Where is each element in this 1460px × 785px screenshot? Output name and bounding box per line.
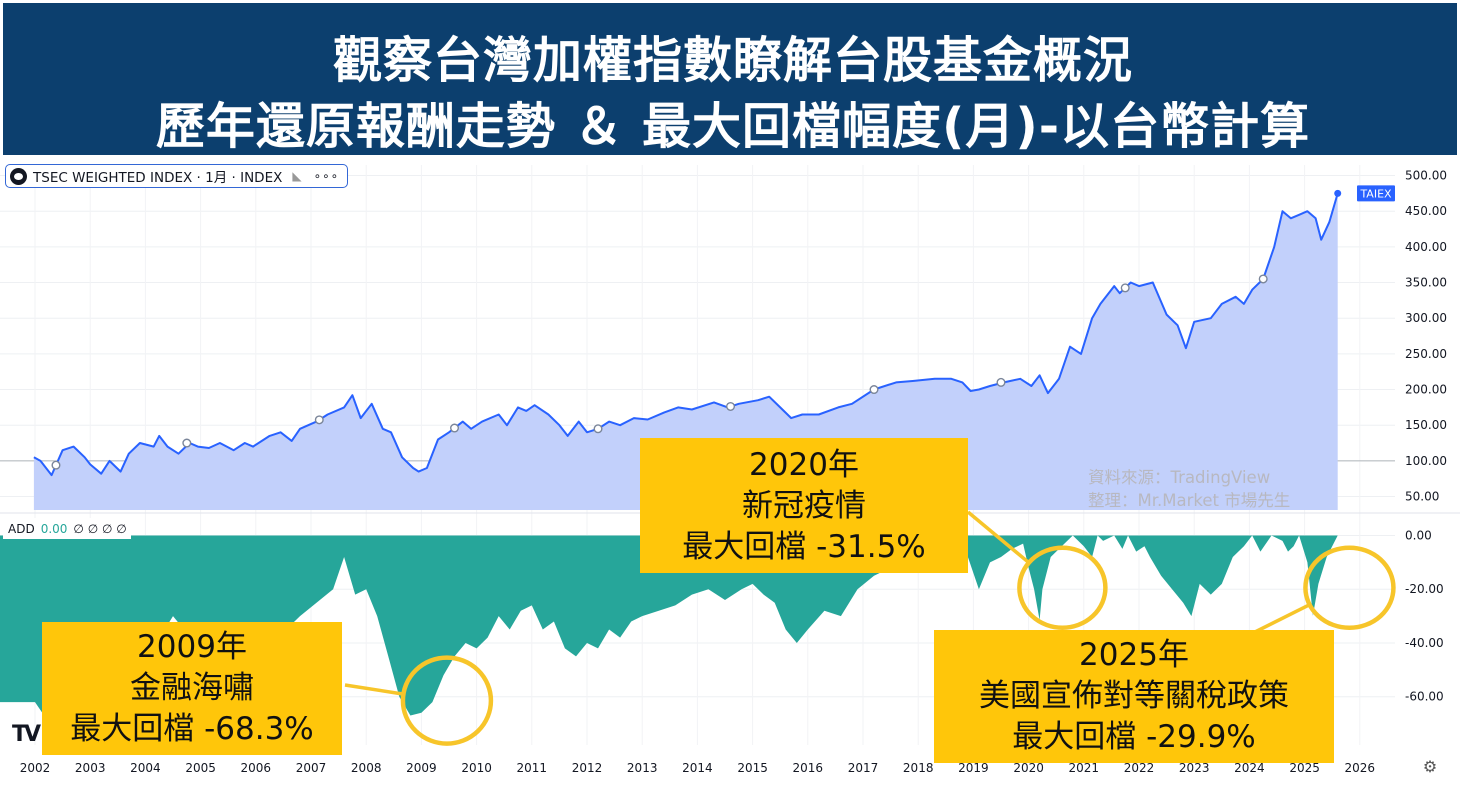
price-line (33, 193, 1339, 477)
x-tick-label: 2020 (1013, 761, 1044, 775)
x-tick-label: 2015 (737, 761, 768, 775)
y-tick-label: -40.00 (1405, 636, 1444, 650)
y-tick-label: 50.00 (1405, 490, 1439, 504)
x-tick-label: 2016 (793, 761, 824, 775)
x-tick-label: 2019 (958, 761, 989, 775)
callout-2009: 2009年 金融海嘯 最大回檔 -68.3% (42, 622, 342, 755)
ring-2009-connector (344, 683, 404, 696)
price-tag-box (1357, 185, 1395, 202)
x-tick-label: 2018 (903, 761, 934, 775)
source-watermark: 資料來源：TradingView 整理：Mr.Market 市場先生 (1088, 466, 1290, 512)
x-tick-label: 2011 (517, 761, 548, 775)
event-marker (314, 415, 324, 425)
x-tick-label: 2009 (406, 761, 437, 775)
event-marker (726, 401, 736, 411)
x-tick-label: 2013 (627, 761, 658, 775)
event-marker (450, 423, 460, 433)
price-pane (33, 189, 1342, 510)
callout-2009-drawdown: 最大回檔 -68.3% (70, 711, 314, 747)
y-tick-label: 150.00 (1405, 418, 1447, 432)
event-marker (593, 424, 603, 434)
event-marker (182, 438, 192, 448)
x-axis: 2002 2003 2004 2005 2006 2007 2008 2009 2010 2011… (20, 761, 1375, 775)
y-tick-label: 400.00 (1405, 240, 1447, 254)
drawdown-legend-value: 0.00 (40, 521, 68, 536)
series-legend[interactable]: TSEC WEIGHTED INDEX · 1月 · INDEX ◣ ∘∘∘ (5, 164, 349, 188)
drawdown-legend[interactable]: ADD 0.00 ∅ ∅ ∅ ∅ (3, 518, 131, 539)
x-tick-label: 2003 (75, 761, 106, 775)
eye-icon[interactable] (10, 167, 27, 185)
legend-label: TSEC WEIGHTED INDEX · 1月 · INDEX (33, 170, 283, 186)
more-options-icon[interactable]: ∘∘∘ (313, 169, 340, 183)
watermark-source: 資料來源：TradingView (1088, 468, 1271, 487)
event-marker (51, 460, 61, 470)
callout-2009-event: 金融海嘯 (130, 670, 254, 706)
x-tick-label: 2008 (351, 761, 382, 775)
tradingview-logo: TV (12, 722, 41, 747)
x-tick-label: 2017 (848, 761, 879, 775)
callout-2009-year: 2009年 (137, 629, 247, 665)
y-tick-label: 100.00 (1405, 454, 1447, 468)
y-tick-label: 0.00 (1405, 529, 1432, 543)
ring-2025 (1303, 545, 1396, 630)
settings-icon[interactable]: ⚙ (1422, 757, 1438, 776)
x-tick-label: 2023 (1179, 761, 1210, 775)
callout-2020-drawdown: 最大回檔 -31.5% (682, 529, 926, 565)
x-tick-label: 2007 (296, 761, 327, 775)
callout-2020-event: 新冠疫情 (742, 488, 866, 524)
x-tick-label: 2004 (130, 761, 161, 775)
x-tick-label: 2024 (1234, 761, 1265, 775)
y-tick-label: 350.00 (1405, 276, 1447, 290)
title-banner: 觀察台灣加權指數瞭解台股基金概況 歷年還原報酬走勢 ＆ 最大回檔幅度(月)-以台… (0, 0, 1460, 158)
x-tick-label: 2010 (461, 761, 492, 775)
title-line-1: 觀察台灣加權指數瞭解台股基金概況 (332, 32, 1133, 89)
price-area-fill (33, 193, 1338, 510)
x-tick-label: 2025 (1289, 761, 1320, 775)
drawdown-pane (0, 535, 1338, 719)
highlight-rings (344, 510, 1396, 746)
x-tick-label: 2012 (572, 761, 603, 775)
callout-2025-event: 美國宣佈對等關稅政策 (979, 678, 1289, 714)
y-tick-label: 250.00 (1405, 347, 1447, 361)
x-tick-label: 2006 (241, 761, 272, 775)
x-tick-label: 2002 (20, 761, 51, 775)
ring-2020 (1017, 545, 1108, 630)
callout-2025-drawdown: 最大回檔 -29.9% (1012, 719, 1256, 755)
callout-2025: 2025年 美國宣佈對等關稅政策 最大回檔 -29.9% (934, 630, 1334, 763)
callout-2020: 2020年 新冠疫情 最大回檔 -31.5% (640, 438, 968, 573)
y-tick-label: 200.00 (1405, 383, 1447, 397)
drawdown-legend-name: ADD (8, 521, 35, 536)
event-marker (869, 385, 879, 395)
y-axis: 500.00 450.00 400.00 350.00 300.00 250.00 200.… (1357, 169, 1447, 704)
ring-2025-connector (1254, 603, 1311, 634)
y-tick-label: -20.00 (1405, 582, 1444, 596)
event-marker (1120, 283, 1130, 293)
ring-2020-connector (966, 510, 1031, 565)
flag-icon[interactable]: ◣ (292, 169, 302, 183)
watermark-author: 整理：Mr.Market 市場先生 (1088, 491, 1291, 510)
x-tick-label: 2026 (1345, 761, 1376, 775)
title-line-2: 歷年還原報酬走勢 ＆ 最大回檔幅度(月)-以台幣計算 (155, 98, 1311, 155)
price-tag-label: TAIEX (1359, 187, 1392, 200)
chart-canvas[interactable]: 500.00 450.00 400.00 350.00 300.00 250.00 200.… (0, 160, 1460, 785)
y-tick-label: 300.00 (1405, 311, 1447, 325)
x-tick-label: 2022 (1124, 761, 1155, 775)
y-tick-label: -60.00 (1405, 690, 1444, 704)
drawdown-legend-extras: ∅ ∅ ∅ ∅ (73, 521, 127, 536)
callout-2020-year: 2020年 (749, 447, 859, 483)
drawdown-area-fill (0, 535, 1338, 719)
event-marker (996, 377, 1006, 387)
x-tick-label: 2005 (185, 761, 216, 775)
callout-2025-year: 2025年 (1079, 637, 1189, 673)
x-tick-label: 2021 (1069, 761, 1100, 775)
y-tick-label: 450.00 (1405, 204, 1447, 218)
ring-2009 (400, 655, 494, 746)
last-point-marker (1334, 189, 1342, 197)
x-tick-label: 2014 (682, 761, 713, 775)
event-marker (1258, 274, 1268, 284)
y-tick-label: 500.00 (1405, 169, 1447, 183)
